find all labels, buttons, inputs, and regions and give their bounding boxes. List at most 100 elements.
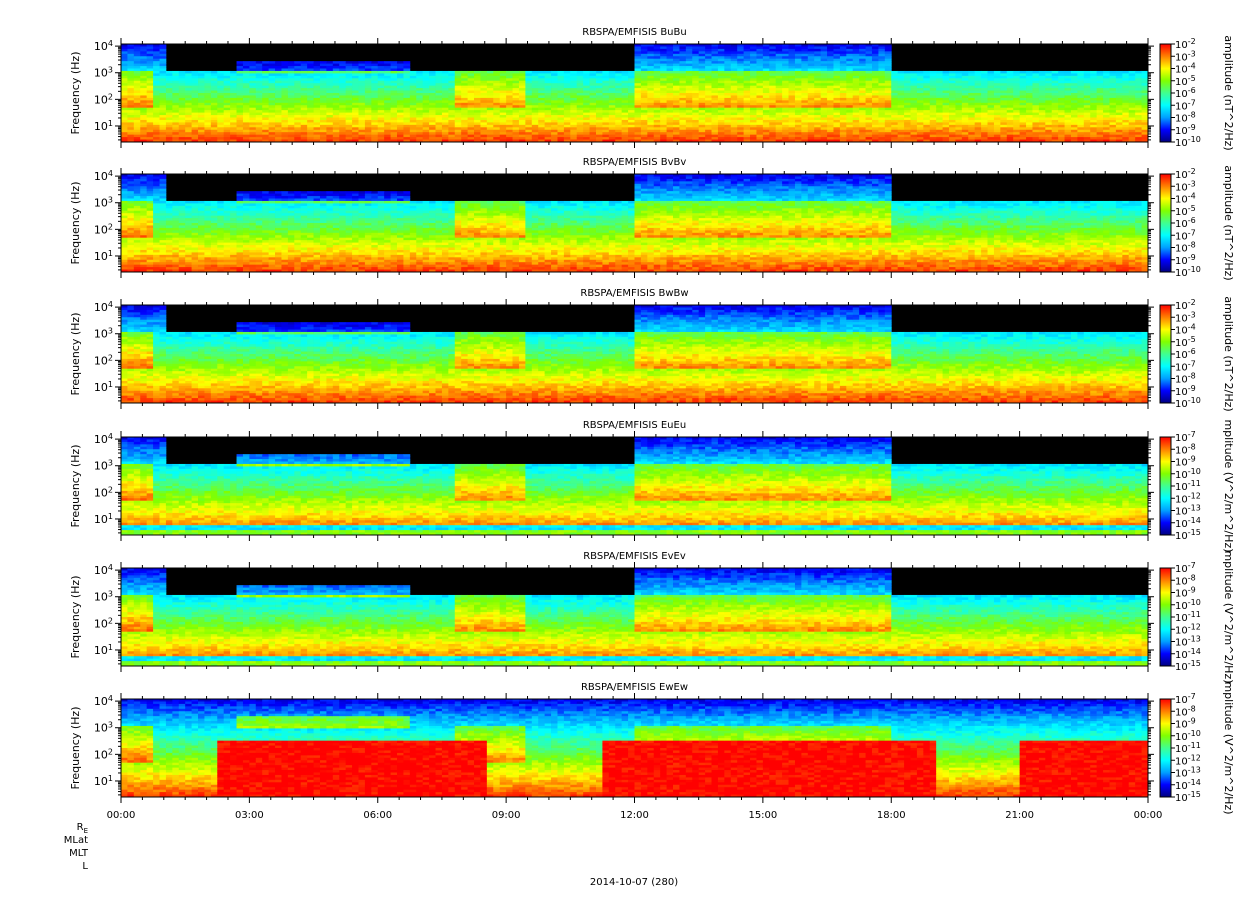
- y-tick-label: 104: [94, 563, 113, 577]
- colorbar-label: amplitude (nT^2/Hz): [1222, 165, 1235, 280]
- x-tick-label: 15:00: [748, 810, 777, 821]
- x-tick-label: 00:00: [107, 810, 136, 821]
- y-axis-label: Frequency (Hz): [69, 182, 82, 265]
- x-tick-label: 18:00: [877, 810, 906, 821]
- colorbar-tick-label: 10-3: [1175, 310, 1196, 324]
- y-tick-label: 104: [94, 432, 113, 446]
- colorbar-tick-label: 10-8: [1175, 372, 1196, 386]
- colorbar-tick-label: 10-4: [1175, 192, 1196, 206]
- colorbar-tick-label: 10-10: [1175, 135, 1201, 149]
- colorbar-tick-label: 10-14: [1175, 778, 1201, 792]
- y-tick-label: 102: [94, 222, 113, 236]
- colorbar-label: amplitude (nT^2/Hz): [1222, 35, 1235, 150]
- colorbar-tick-label: 10-5: [1175, 204, 1196, 218]
- colorbar-tick-label: 10-2: [1175, 167, 1196, 181]
- colorbar-tick-label: 10-11: [1175, 479, 1201, 493]
- colorbar-tick-label: 10-2: [1175, 37, 1196, 51]
- panel-4: RBSPA/EMFISIS EuEu 101 102 103 104 Frequency …: [69, 419, 1235, 552]
- colorbar-tick-label: 10-7: [1175, 561, 1196, 575]
- x-tick-label: 00:00: [1134, 810, 1163, 821]
- y-tick-label: 104: [94, 300, 113, 314]
- colorbar-tick-label: 10-14: [1175, 647, 1201, 661]
- colorbar-tick-label: 10-7: [1175, 98, 1196, 112]
- panel-title: RBSPA/EMFISIS EwEw: [581, 682, 688, 693]
- colorbar-tick-label: 10-3: [1175, 179, 1196, 193]
- colorbar-tick-label: 10-9: [1175, 384, 1196, 398]
- colorbar-tick-label: 10-8: [1175, 241, 1196, 255]
- colorbar: [1160, 568, 1171, 666]
- ephemeris-label-l: L: [82, 861, 88, 872]
- colorbar-label: mplitude (V^2/m^2/Hz): [1222, 419, 1235, 552]
- colorbar-tick-label: 10-15: [1175, 790, 1201, 804]
- spectrogram-image: [121, 699, 1149, 798]
- x-tick-label: 06:00: [363, 810, 392, 821]
- y-tick-label: 102: [94, 485, 113, 499]
- panel-6: RBSPA/EMFISIS EwEw 101 102 103 104 Frequency …: [69, 681, 1235, 814]
- colorbar-tick-label: 10-10: [1175, 729, 1201, 743]
- colorbar-tick-label: 10-5: [1175, 335, 1196, 349]
- panel-2: RBSPA/EMFISIS BvBv 101 102 103 104 Frequency …: [69, 157, 1235, 281]
- colorbar-tick-label: 10-9: [1175, 123, 1196, 137]
- y-tick-label: 103: [94, 327, 113, 341]
- panel-title: RBSPA/EMFISIS BwBw: [580, 288, 688, 299]
- colorbar-tick-label: 10-14: [1175, 516, 1201, 530]
- colorbar: [1160, 44, 1171, 142]
- y-tick-label: 103: [94, 721, 113, 735]
- colorbar-tick-label: 10-7: [1175, 692, 1196, 706]
- colorbar-tick-label: 10-15: [1175, 528, 1201, 542]
- y-tick-label: 102: [94, 353, 113, 367]
- ephemeris-label-mlat: MLat: [64, 835, 88, 846]
- ephemeris-label-mlt: MLT: [69, 848, 89, 859]
- panel-5: RBSPA/EMFISIS EvEv 101 102 103 104 Frequency …: [69, 550, 1235, 683]
- ephemeris-label-r: RE: [77, 822, 88, 835]
- colorbar-tick-label: 10-8: [1175, 704, 1196, 718]
- panel-title: RBSPA/EMFISIS BuBu: [582, 27, 686, 38]
- y-tick-label: 102: [94, 92, 113, 106]
- y-tick-label: 101: [94, 249, 113, 263]
- colorbar-tick-label: 10-10: [1175, 598, 1201, 612]
- spectrogram-image: [121, 305, 1149, 404]
- colorbar-label: mplitude (V^2/m^2/Hz): [1222, 681, 1235, 814]
- panel-title: RBSPA/EMFISIS EuEu: [583, 420, 686, 431]
- y-axis-label: Frequency (Hz): [69, 576, 82, 659]
- colorbar-tick-label: 10-9: [1175, 455, 1196, 469]
- y-tick-label: 101: [94, 119, 113, 133]
- y-tick-label: 101: [94, 512, 113, 526]
- colorbar-tick-label: 10-8: [1175, 573, 1196, 587]
- panel-title: RBSPA/EMFISIS EvEv: [583, 551, 686, 562]
- colorbar-tick-label: 10-6: [1175, 86, 1196, 100]
- colorbar: [1160, 699, 1171, 797]
- colorbar-tick-label: 10-11: [1175, 610, 1201, 624]
- footer-date: 2014-10-07 (280): [590, 877, 678, 888]
- colorbar-tick-label: 10-15: [1175, 659, 1201, 673]
- panel-3: RBSPA/EMFISIS BwBw 101 102 103 104 Frequency …: [69, 288, 1235, 412]
- colorbar-label: amplitude (nT^2/Hz): [1222, 296, 1235, 411]
- spectrogram-image: [121, 174, 1149, 273]
- colorbar-tick-label: 10-6: [1175, 347, 1196, 361]
- x-tick-label: 12:00: [620, 810, 649, 821]
- y-tick-label: 103: [94, 196, 113, 210]
- colorbar-tick-label: 10-8: [1175, 442, 1196, 456]
- y-tick-label: 104: [94, 694, 113, 708]
- colorbar-tick-label: 10-9: [1175, 253, 1196, 267]
- colorbar-tick-label: 10-8: [1175, 111, 1196, 125]
- y-tick-label: 102: [94, 616, 113, 630]
- y-tick-label: 103: [94, 66, 113, 80]
- x-tick-label: 09:00: [492, 810, 521, 821]
- x-tick-label: 21:00: [1005, 810, 1034, 821]
- y-axis-label: Frequency (Hz): [69, 52, 82, 135]
- colorbar-tick-label: 10-11: [1175, 741, 1201, 755]
- y-axis-label: Frequency (Hz): [69, 313, 82, 396]
- colorbar-label: mplitude (V^2/m^2/Hz): [1222, 550, 1235, 683]
- colorbar: [1160, 305, 1171, 403]
- colorbar-tick-label: 10-10: [1175, 396, 1201, 410]
- colorbar-tick-label: 10-4: [1175, 323, 1196, 337]
- spectrogram-image: [121, 44, 1149, 143]
- spectrogram-image: [121, 437, 1149, 536]
- colorbar-tick-label: 10-13: [1175, 766, 1201, 780]
- colorbar-tick-label: 10-6: [1175, 216, 1196, 230]
- y-axis-label: Frequency (Hz): [69, 445, 82, 528]
- y-tick-label: 103: [94, 590, 113, 604]
- x-tick-label: 03:00: [235, 810, 264, 821]
